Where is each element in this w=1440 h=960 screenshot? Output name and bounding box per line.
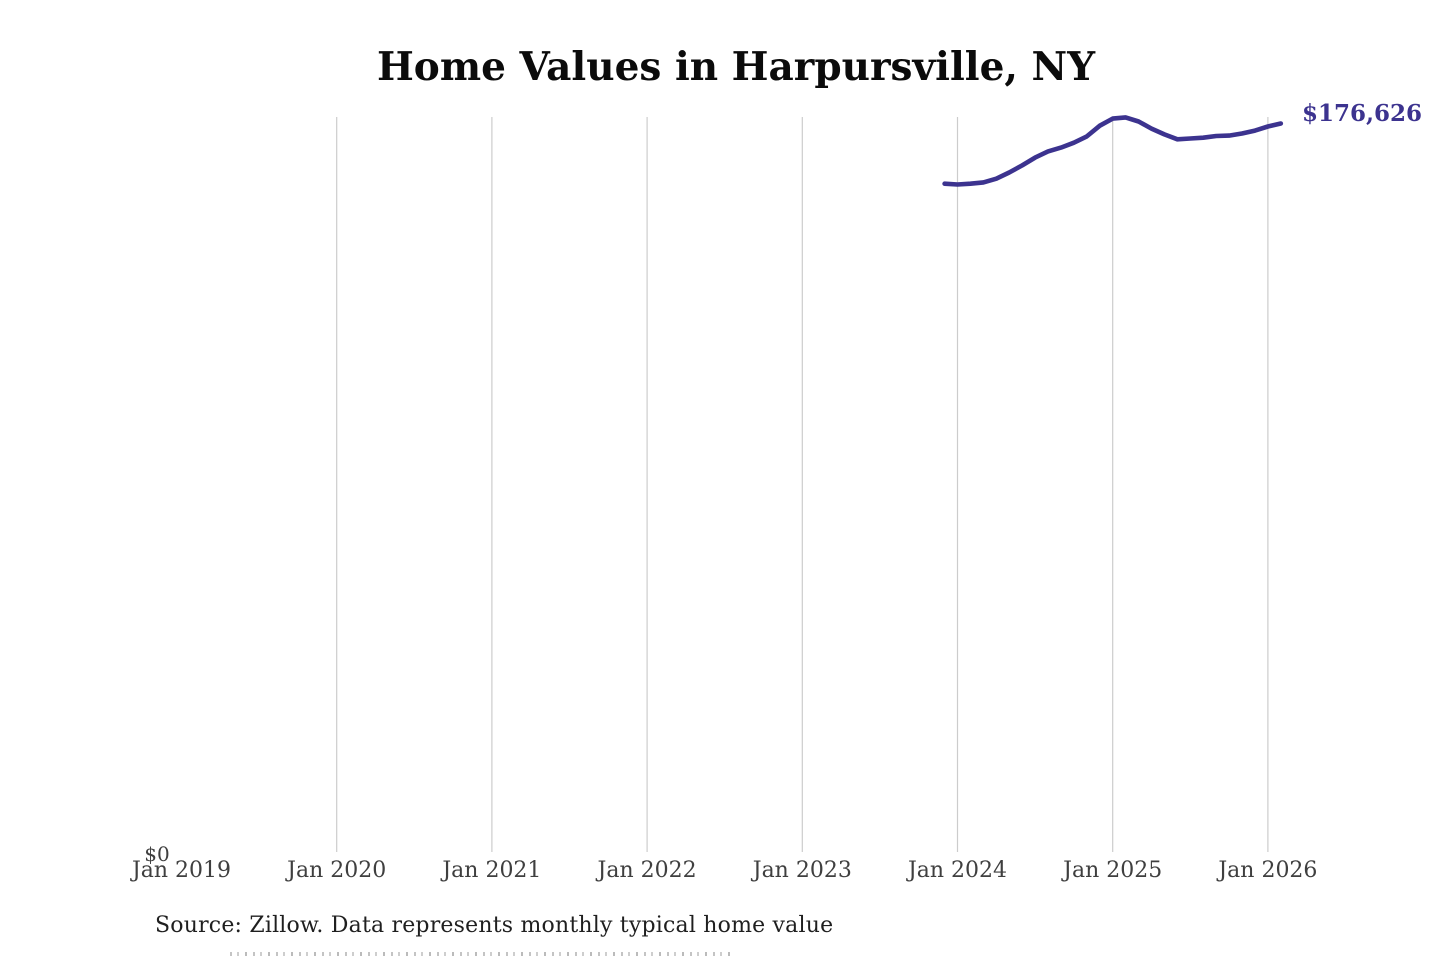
home-value-line[interactable] <box>942 115 1284 187</box>
source-note: Source: Zillow. Data represents monthly … <box>155 913 834 938</box>
x-axis-tick-label: Jan 2023 <box>752 858 852 883</box>
x-axis-tick-label: Jan 2022 <box>597 858 697 883</box>
y-axis-zero-label: $0 <box>144 842 170 866</box>
latest-value-label: $176,626 <box>1302 100 1423 127</box>
x-axis-tick-label: Jan 2020 <box>287 858 387 883</box>
x-axis-tick-label: Jan 2024 <box>907 858 1008 883</box>
x-axis-tick-label: Jan 2019 <box>131 858 232 883</box>
clipped-text-fragment <box>230 952 735 956</box>
chart-title: Home Values in Harpursville, NY <box>376 44 1096 90</box>
x-axis-tick-label: Jan 2021 <box>442 858 542 883</box>
x-axis-tick-label: Jan 2025 <box>1063 858 1163 883</box>
x-axis-tick-label: Jan 2026 <box>1218 858 1318 883</box>
